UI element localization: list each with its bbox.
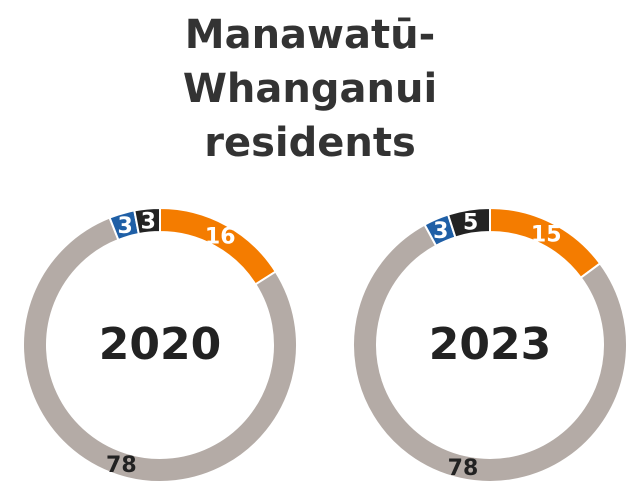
page-title: Manawatū-Whanganui residents	[182, 12, 438, 166]
data-label: 78	[448, 456, 479, 481]
data-label: 3	[433, 219, 448, 244]
data-label: 3	[117, 214, 132, 239]
data-label: 16	[205, 224, 236, 249]
donut-segment	[133, 206, 161, 236]
center-label: 2020	[99, 319, 221, 370]
donut-segment	[446, 206, 491, 239]
donut-segment	[352, 223, 628, 483]
data-label: 5	[463, 211, 478, 236]
center-label: 2023	[429, 319, 551, 370]
data-label: 15	[531, 222, 562, 247]
data-label: 3	[141, 210, 156, 235]
donut-segment	[22, 216, 298, 483]
data-label: 78	[106, 453, 137, 478]
